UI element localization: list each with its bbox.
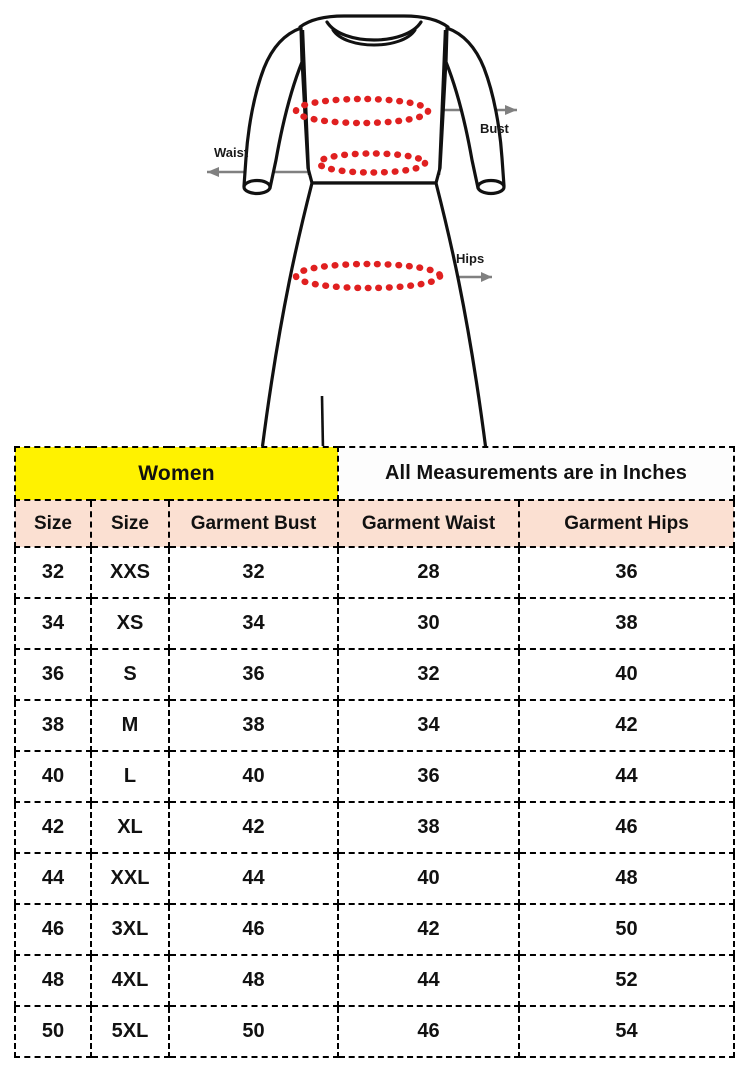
cell-waist: 36 — [337, 750, 521, 803]
cell-hips: 50 — [518, 903, 736, 956]
cell-hips: 54 — [518, 1005, 736, 1058]
cell-bust: 36 — [167, 648, 340, 701]
cell-size-num: 46 — [14, 903, 92, 956]
table-row: 46 3XL 46 42 50 — [14, 903, 736, 956]
cell-hips: 36 — [518, 546, 736, 599]
cell-size-alpha: XL — [90, 801, 170, 854]
cell-size-alpha: XXL — [90, 852, 170, 905]
column-header-garment-waist: Garment Waist — [337, 499, 521, 548]
cell-size-alpha: XS — [90, 597, 170, 650]
waist-label: Waist — [214, 145, 249, 160]
cell-size-num: 50 — [14, 1005, 92, 1058]
cell-waist: 44 — [337, 954, 521, 1007]
cell-waist: 38 — [337, 801, 521, 854]
cell-size-num: 38 — [14, 699, 92, 752]
title-women-cell: Women — [13, 446, 340, 501]
cell-hips: 48 — [518, 852, 736, 905]
table-row: 32 XXS 32 28 36 — [14, 546, 736, 599]
column-header-size-num: Size — [14, 499, 92, 548]
cell-size-num: 48 — [14, 954, 92, 1007]
dress-outline — [260, 14, 488, 450]
cell-bust: 34 — [167, 597, 340, 650]
cell-bust: 46 — [167, 903, 340, 956]
cell-size-alpha: 5XL — [90, 1005, 170, 1058]
cell-waist: 40 — [337, 852, 521, 905]
bust-measure-ring-icon — [292, 95, 432, 127]
cell-size-num: 32 — [14, 546, 92, 599]
cell-size-alpha: XXS — [90, 546, 170, 599]
table-row: 42 XL 42 38 46 — [14, 801, 736, 854]
table-row: 34 XS 34 30 38 — [14, 597, 736, 650]
cell-bust: 40 — [167, 750, 340, 803]
cell-size-num: 44 — [14, 852, 92, 905]
column-header-garment-bust: Garment Bust — [167, 499, 340, 548]
cell-waist: 30 — [337, 597, 521, 650]
cell-hips: 44 — [518, 750, 736, 803]
table-row: 50 5XL 50 46 54 — [14, 1005, 736, 1058]
cell-waist: 28 — [337, 546, 521, 599]
right-sleeve — [444, 26, 506, 196]
column-header-garment-hips: Garment Hips — [518, 499, 736, 548]
cell-hips: 42 — [518, 699, 736, 752]
cell-waist: 42 — [337, 903, 521, 956]
cell-waist: 34 — [337, 699, 521, 752]
cell-size-alpha: 3XL — [90, 903, 170, 956]
cell-bust: 50 — [167, 1005, 340, 1058]
cell-size-num: 40 — [14, 750, 92, 803]
table-header-row: Size Size Garment Bust Garment Waist Gar… — [14, 499, 736, 548]
table-row: 48 4XL 48 44 52 — [14, 954, 736, 1007]
size-chart-table-container: Women All Measurements are in Inches Siz… — [13, 446, 736, 1058]
cell-waist: 32 — [337, 648, 521, 701]
table-row: 36 S 36 32 40 — [14, 648, 736, 701]
table-row: 40 L 40 36 44 — [14, 750, 736, 803]
table-row: 38 M 38 34 42 — [14, 699, 736, 752]
cell-hips: 52 — [518, 954, 736, 1007]
cell-bust: 44 — [167, 852, 340, 905]
hips-measure-ring-icon — [292, 260, 444, 292]
waist-measure-ring-icon — [315, 150, 429, 176]
size-chart-table: Women All Measurements are in Inches Siz… — [13, 446, 736, 1058]
cell-hips: 38 — [518, 597, 736, 650]
bust-label: Bust — [480, 121, 510, 136]
neckline-icon — [325, 20, 423, 47]
cell-hips: 46 — [518, 801, 736, 854]
cell-size-alpha: L — [90, 750, 170, 803]
cell-size-num: 34 — [14, 597, 92, 650]
hips-label: Hips — [456, 251, 484, 266]
table-row: 44 XXL 44 40 48 — [14, 852, 736, 905]
column-header-size-alpha: Size — [90, 499, 170, 548]
cell-size-alpha: S — [90, 648, 170, 701]
cell-size-num: 42 — [14, 801, 92, 854]
table-title-row: Women All Measurements are in Inches — [13, 446, 736, 501]
cell-bust: 38 — [167, 699, 340, 752]
left-sleeve — [242, 26, 304, 196]
cell-bust: 32 — [167, 546, 340, 599]
cell-waist: 46 — [337, 1005, 521, 1058]
garment-measurement-illustration: Bust Waist Hips — [0, 0, 746, 450]
cell-size-alpha: 4XL — [90, 954, 170, 1007]
cell-hips: 40 — [518, 648, 736, 701]
skirt-slit — [320, 395, 325, 450]
title-units-cell: All Measurements are in Inches — [337, 446, 736, 501]
cell-bust: 42 — [167, 801, 340, 854]
cell-size-num: 36 — [14, 648, 92, 701]
cell-size-alpha: M — [90, 699, 170, 752]
cell-bust: 48 — [167, 954, 340, 1007]
